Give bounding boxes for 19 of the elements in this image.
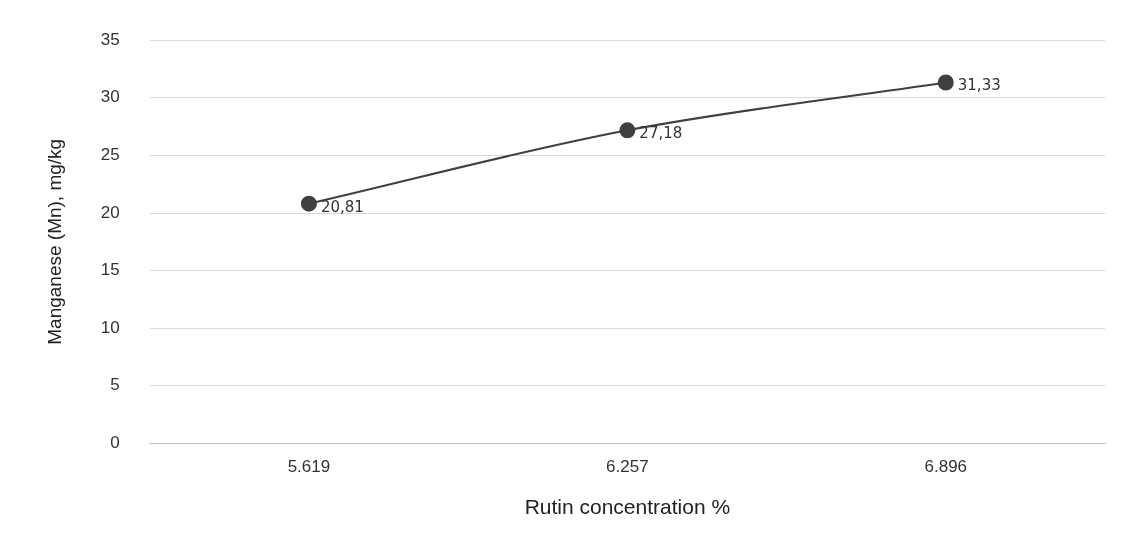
y-tick-label: 15 [100,260,120,280]
y-tick-label: 25 [100,145,120,165]
y-tick-label: 5 [110,375,120,395]
x-axis-title: Rutin concentration % [524,495,731,519]
point [619,122,636,139]
data-label: 20,81 [320,197,364,216]
point [937,74,954,91]
y-axis-title: Manganese (Mn), mg/kg [43,138,65,345]
y-tick-label: 10 [100,317,120,337]
point [300,195,317,212]
y-tick-label: 0 [110,433,120,453]
y-tick-label: 30 [100,87,120,107]
data-label: 31,33 [957,76,1001,95]
x-tick-label: 6.257 [606,457,649,477]
data-label: 27,18 [639,124,683,143]
x-tick-label: 5.619 [287,457,331,477]
y-tick-label: 20 [100,202,120,222]
y-tick-label: 35 [100,29,120,49]
x-tick-label: 6.896 [924,457,968,477]
